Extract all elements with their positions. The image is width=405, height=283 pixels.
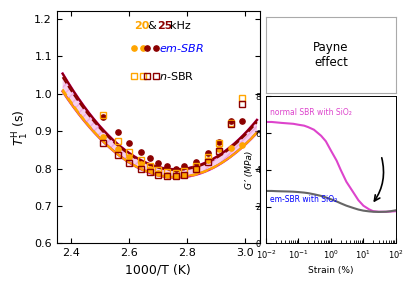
Text: Payne
effect: Payne effect — [312, 41, 348, 69]
Text: 20: 20 — [134, 21, 149, 31]
Text: 25: 25 — [157, 21, 172, 31]
Text: &: & — [147, 21, 156, 31]
X-axis label: Strain (%): Strain (%) — [307, 266, 353, 275]
Y-axis label: G’ (MPa): G’ (MPa) — [245, 151, 254, 189]
Text: em-SBR with SiO₂: em-SBR with SiO₂ — [269, 195, 336, 204]
Text: $em$-SBR: $em$-SBR — [159, 42, 204, 54]
X-axis label: 1000/Τ (K): 1000/Τ (K) — [125, 264, 191, 277]
Text: $n$-SBR: $n$-SBR — [159, 70, 194, 82]
Text: normal SBR with SiO₂: normal SBR with SiO₂ — [269, 108, 351, 117]
Y-axis label: $T_1^\mathrm{H}$ (s): $T_1^\mathrm{H}$ (s) — [11, 109, 31, 146]
Text: kHz: kHz — [170, 21, 190, 31]
